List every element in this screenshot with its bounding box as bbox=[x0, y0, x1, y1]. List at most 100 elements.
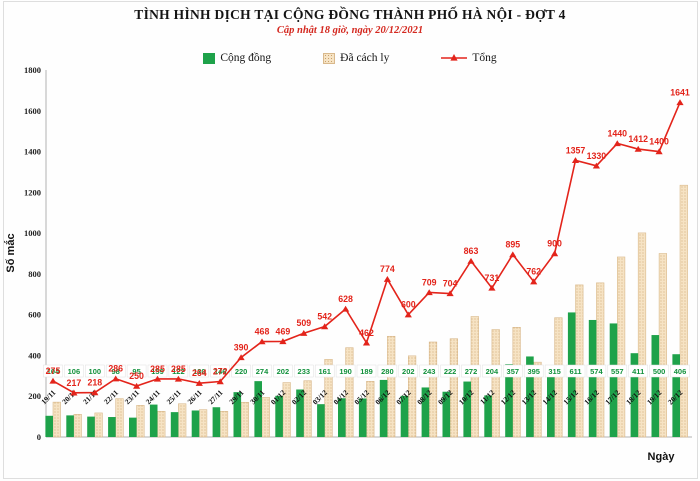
total-marker bbox=[362, 339, 371, 346]
community-bar bbox=[233, 392, 242, 437]
community-value: 395 bbox=[527, 367, 540, 376]
total-label: 895 bbox=[505, 240, 520, 250]
community-bar bbox=[317, 404, 325, 437]
chart-subtitle: Cập nhật 18 giờ, ngày 20/12/2021 bbox=[276, 25, 424, 36]
y-tick-label: 800 bbox=[28, 269, 41, 279]
total-marker bbox=[258, 338, 266, 345]
community-value-box bbox=[314, 364, 335, 378]
community-value: 220 bbox=[235, 367, 248, 376]
total-label: 286 bbox=[108, 364, 123, 374]
community-value: 557 bbox=[611, 367, 624, 376]
x-tick-label: 23/11 bbox=[123, 388, 141, 406]
total-marker bbox=[216, 378, 224, 385]
total-marker bbox=[174, 375, 182, 382]
quarantined-bar bbox=[428, 341, 438, 438]
total-marker bbox=[446, 290, 454, 297]
total-label: 469 bbox=[276, 326, 291, 336]
community-value: 104 bbox=[47, 367, 60, 376]
community-bar bbox=[149, 404, 158, 437]
community-value: 189 bbox=[360, 367, 373, 376]
total-label: 774 bbox=[380, 264, 395, 274]
y-tick-label: 1400 bbox=[24, 147, 41, 157]
community-value-box bbox=[294, 364, 314, 378]
community-value: 411 bbox=[632, 367, 644, 376]
community-bar bbox=[400, 395, 409, 437]
community-value: 272 bbox=[465, 367, 478, 376]
community-bar bbox=[66, 415, 74, 437]
y-tick-label: 0 bbox=[37, 432, 41, 442]
y-tick-label: 1800 bbox=[24, 65, 41, 75]
community-bar bbox=[651, 335, 660, 437]
quarantined-bar bbox=[366, 381, 375, 438]
total-marker bbox=[133, 382, 141, 389]
quarantined-bar bbox=[449, 338, 459, 438]
community-value: 574 bbox=[590, 367, 603, 376]
community-value: 122 bbox=[172, 367, 185, 376]
total-label: 600 bbox=[401, 300, 416, 310]
community-bar bbox=[212, 407, 221, 437]
total-labels: 275 217 218 286 250 285 285 264 272 390 468 469 509 5… bbox=[46, 87, 690, 387]
quarantined-bar bbox=[596, 282, 605, 438]
y-tick-label: 1600 bbox=[24, 106, 41, 116]
community-value: 130 bbox=[193, 367, 206, 376]
community-value: 357 bbox=[507, 367, 520, 376]
total-label: 468 bbox=[255, 327, 270, 337]
community-value-box bbox=[189, 364, 210, 378]
total-marker bbox=[488, 284, 496, 291]
quarantined-bar bbox=[219, 411, 229, 438]
community-bar bbox=[254, 381, 262, 437]
community-bar bbox=[338, 398, 346, 437]
community-bar bbox=[191, 410, 200, 437]
community-value: 202 bbox=[277, 367, 290, 376]
total-marker bbox=[655, 148, 663, 155]
total-marker bbox=[592, 162, 600, 169]
community-bar bbox=[588, 319, 597, 437]
total-marker bbox=[300, 330, 308, 336]
quarantined-bar bbox=[136, 405, 145, 438]
legend-total-label: Tổng bbox=[472, 52, 497, 64]
quarantined-swatch-icon bbox=[323, 52, 336, 64]
total-label: 218 bbox=[87, 378, 102, 388]
total-label: 390 bbox=[234, 342, 249, 352]
community-value: 202 bbox=[402, 367, 415, 376]
legend-item-community: Cộng đồng bbox=[203, 52, 271, 64]
community-value-box bbox=[231, 364, 251, 378]
community-value: 204 bbox=[486, 367, 499, 376]
total-label: 275 bbox=[46, 366, 61, 376]
quarantined-bar bbox=[616, 256, 626, 438]
community-bar bbox=[505, 364, 513, 437]
community-bar bbox=[87, 416, 95, 437]
community-value-box bbox=[419, 364, 439, 378]
community-value-box bbox=[126, 364, 147, 378]
total-label: 542 bbox=[317, 311, 332, 321]
community-value: 159 bbox=[151, 367, 164, 376]
community-value: 274 bbox=[256, 367, 269, 376]
total-label: 264 bbox=[192, 368, 207, 378]
total-marker bbox=[279, 338, 287, 345]
community-value-box bbox=[628, 364, 648, 378]
community-value-box bbox=[273, 364, 293, 378]
total-label: 863 bbox=[464, 246, 479, 256]
quarantined-bar bbox=[94, 412, 103, 438]
community-value-box bbox=[649, 364, 669, 378]
quarantined-bar bbox=[658, 253, 667, 438]
community-bar bbox=[526, 356, 534, 437]
total-label: 250 bbox=[129, 371, 144, 381]
community-bar bbox=[609, 323, 618, 437]
quarantined-bar bbox=[73, 414, 82, 438]
total-marker bbox=[342, 305, 350, 312]
community-value: 100 bbox=[89, 367, 102, 376]
x-tick-label: 27/11 bbox=[206, 388, 224, 406]
community-value: 98 bbox=[112, 367, 120, 376]
legend-community-label: Cộng đồng bbox=[220, 52, 272, 64]
total-label: 762 bbox=[526, 267, 541, 277]
y-axis-title: Số mắc bbox=[4, 233, 17, 272]
quarantined-bar bbox=[533, 361, 542, 438]
community-value-box bbox=[440, 364, 460, 378]
total-marker bbox=[509, 251, 517, 258]
community-bar bbox=[379, 379, 388, 437]
total-label: 709 bbox=[422, 277, 437, 287]
quarantined-bar bbox=[115, 398, 124, 438]
quarantined-bar bbox=[324, 359, 333, 438]
community-value: 315 bbox=[548, 367, 561, 376]
